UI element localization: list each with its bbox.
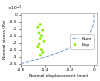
- Exp: [40, 24, 41, 25]
- Num: [29, 61, 30, 62]
- Num: [73, 45, 74, 46]
- Text: $\times10^{-3}$: $\times10^{-3}$: [7, 4, 23, 13]
- Num: [73, 45, 75, 46]
- Exp: [41, 49, 42, 50]
- Exp: [38, 43, 40, 45]
- Exp: [41, 35, 42, 36]
- Y-axis label: Normal stress (Pa): Normal stress (Pa): [4, 19, 8, 59]
- Num: [44, 57, 45, 58]
- Exp: [37, 27, 39, 28]
- Num: [49, 55, 50, 56]
- Legend: Num, Exp: Num, Exp: [70, 34, 94, 49]
- Exp: [42, 29, 44, 31]
- Exp: [40, 55, 41, 56]
- Num: [94, 14, 95, 15]
- Num: [20, 63, 21, 64]
- Exp: [37, 46, 39, 47]
- X-axis label: Normal displacement (mm): Normal displacement (mm): [29, 74, 88, 78]
- Exp: [38, 32, 40, 34]
- Num: [66, 49, 68, 50]
- Exp: [42, 52, 44, 53]
- Line: Num: Num: [21, 15, 94, 64]
- Exp: [40, 38, 41, 39]
- Exp: [43, 41, 45, 42]
